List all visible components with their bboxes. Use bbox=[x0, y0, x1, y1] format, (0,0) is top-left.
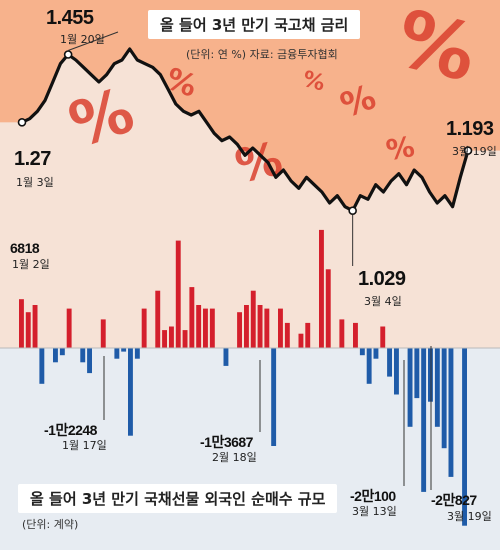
flow-bar-positive bbox=[298, 333, 304, 348]
flow-bar-negative bbox=[448, 348, 454, 477]
rate-end-date: 3월 19일 bbox=[452, 145, 497, 158]
flow-bar-negative bbox=[121, 348, 127, 352]
flow-bar-negative bbox=[462, 348, 467, 526]
flow-bar-negative bbox=[80, 348, 86, 363]
rate-high-date: 1월 20일 bbox=[60, 33, 105, 46]
flow-bar-negative bbox=[223, 348, 229, 366]
rate-point-marker bbox=[463, 146, 473, 155]
flow-bar-positive bbox=[305, 322, 311, 348]
flow-bar-positive bbox=[189, 287, 195, 348]
flow-bar-positive bbox=[155, 290, 161, 348]
flow-min4-value: -2만827 bbox=[431, 492, 477, 508]
flow-min3-date: 3월 13일 bbox=[352, 505, 397, 518]
flow-bar-negative bbox=[271, 348, 277, 446]
flow-bar-positive bbox=[264, 308, 270, 348]
flow-bar-negative bbox=[53, 348, 58, 363]
flow-bar-positive bbox=[182, 330, 188, 348]
flow-bar-negative bbox=[428, 348, 433, 402]
rate-low-date: 3월 4일 bbox=[364, 295, 402, 308]
flow-min1-value: -1만2248 bbox=[44, 422, 97, 438]
rate-area-left-strip bbox=[0, 0, 22, 123]
flow-bar-negative bbox=[414, 348, 420, 399]
flow-bar-positive bbox=[380, 326, 386, 348]
flow-bar-negative bbox=[421, 348, 427, 492]
rate-low-value: 1.029 bbox=[358, 268, 406, 290]
flow-min4-date: 3월 19일 bbox=[447, 510, 492, 523]
flow-bar-positive bbox=[175, 240, 181, 348]
flow-bar-positive bbox=[209, 308, 215, 348]
rate-high-value: 1.455 bbox=[46, 7, 94, 29]
rate-start-date: 1월 3일 bbox=[16, 176, 54, 189]
flow-bar-positive bbox=[25, 312, 31, 348]
flow-min2-value: -1만3687 bbox=[200, 434, 253, 450]
flow-bar-negative bbox=[128, 348, 133, 436]
flow-min1-date: 1월 17일 bbox=[62, 439, 107, 452]
flow-bar-positive bbox=[141, 308, 147, 348]
flow-bar-positive bbox=[203, 308, 208, 348]
flow-bar-positive bbox=[257, 305, 263, 348]
flow-bar-positive bbox=[353, 322, 358, 348]
flow-min2-date: 2월 18일 bbox=[212, 451, 257, 464]
decor-percent-icon: % bbox=[384, 130, 417, 167]
flow-bar-positive bbox=[32, 305, 38, 348]
rate-chart-title: 올 들어 3년 만기 국고채 금리 bbox=[148, 10, 361, 39]
flow-bar-negative bbox=[366, 348, 372, 384]
flow-bar-positive bbox=[162, 330, 167, 348]
flow-bar-positive bbox=[169, 326, 174, 348]
flow-bar-negative bbox=[434, 348, 440, 427]
rate-high-leader bbox=[67, 31, 119, 51]
flow-bar-positive bbox=[244, 305, 249, 348]
flow-bar-negative bbox=[394, 348, 399, 395]
flow-bar-negative bbox=[59, 348, 65, 356]
rate-area-right-strip bbox=[468, 0, 500, 151]
flow-bar-positive bbox=[319, 229, 324, 348]
rate-point-marker bbox=[17, 118, 27, 127]
decor-percent-icon: % bbox=[231, 131, 287, 193]
flow-bar-negative bbox=[407, 348, 413, 427]
flow-bar-negative bbox=[373, 348, 379, 359]
flow-min3-value: -2만100 bbox=[350, 488, 396, 504]
flow-bar-positive bbox=[237, 312, 242, 348]
rate-end-value: 1.193 bbox=[446, 118, 494, 140]
flow-bar-negative bbox=[441, 348, 447, 449]
flow-chart-unit-note: (단위: 계약) bbox=[22, 518, 79, 531]
rate-start-value: 1.27 bbox=[14, 148, 51, 170]
flow-bar-positive bbox=[250, 290, 256, 348]
rate-point-marker bbox=[348, 206, 357, 215]
flow-bar-negative bbox=[359, 348, 365, 356]
rate-line bbox=[20, 47, 470, 213]
flow-bar-negative bbox=[114, 348, 120, 359]
flow-bar-positive bbox=[196, 305, 202, 348]
flow-bar-positive bbox=[100, 319, 106, 348]
flow-bar-positive bbox=[66, 308, 72, 348]
rate-chart-unit-note: (단위: 연 %) 자료: 금융투자협회 bbox=[186, 48, 338, 61]
flow-first-value: 6818 bbox=[10, 240, 40, 256]
rate-point-marker bbox=[63, 50, 73, 59]
flow-bar-positive bbox=[325, 269, 331, 349]
flow-bar-negative bbox=[134, 348, 140, 359]
flow-bar-positive bbox=[278, 308, 283, 348]
flow-bar-positive bbox=[284, 322, 290, 348]
flow-bar-positive bbox=[339, 319, 345, 348]
flow-bar-negative bbox=[39, 348, 45, 384]
flow-bar-negative bbox=[87, 348, 92, 374]
flow-bar-positive bbox=[19, 299, 24, 348]
flow-chart-title: 올 들어 3년 만기 국채선물 외국인 순매수 규모 bbox=[18, 484, 338, 513]
flow-first-date: 1월 2일 bbox=[12, 258, 50, 271]
flow-bar-negative bbox=[387, 348, 392, 377]
